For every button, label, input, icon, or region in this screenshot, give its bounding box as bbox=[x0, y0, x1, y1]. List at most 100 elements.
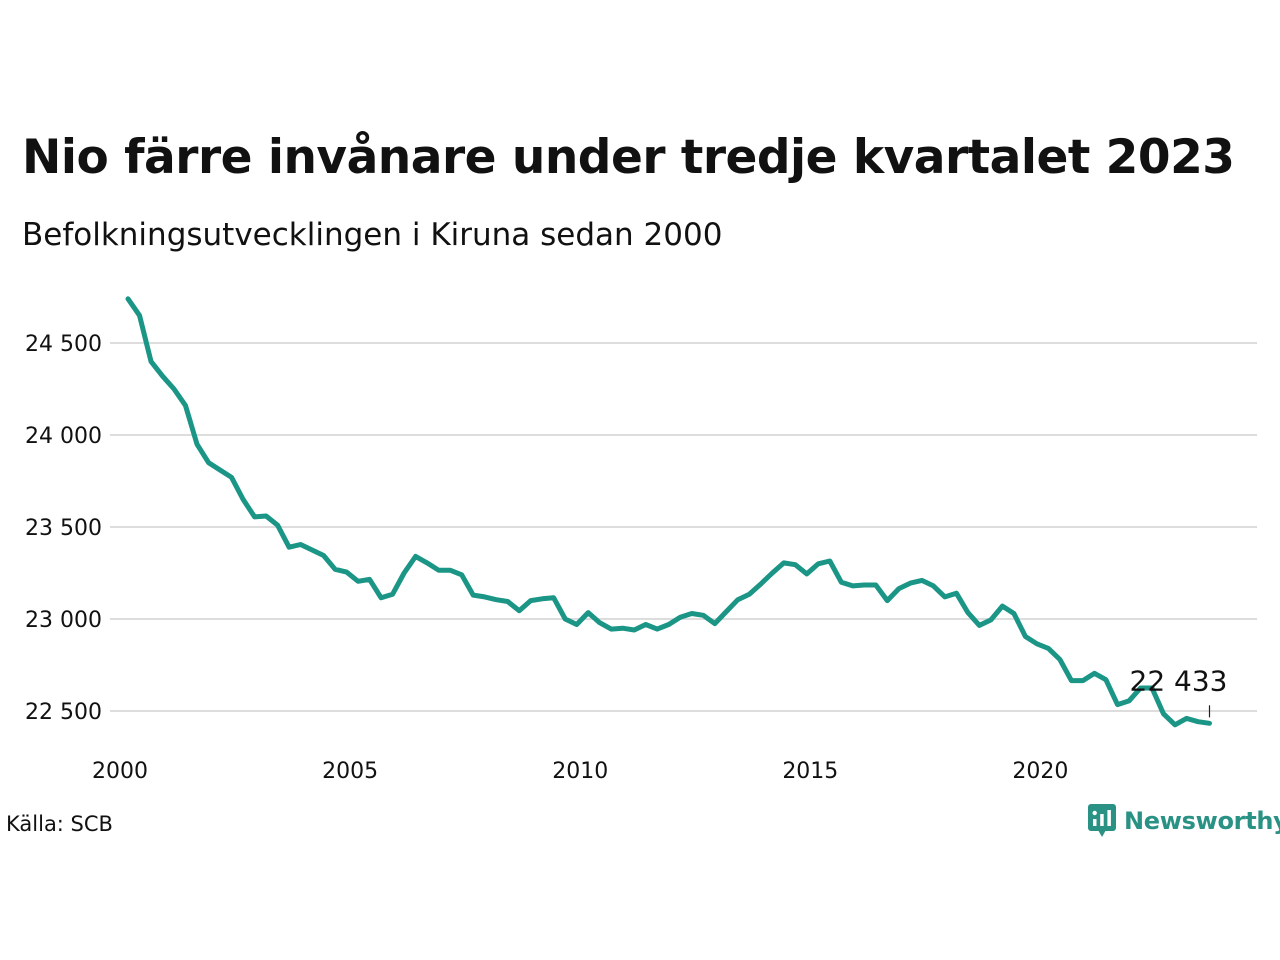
data-point bbox=[541, 597, 544, 600]
data-point bbox=[748, 593, 751, 596]
data-point bbox=[840, 581, 843, 584]
data-point bbox=[759, 583, 762, 586]
data-point bbox=[127, 297, 130, 300]
data-point bbox=[897, 587, 900, 590]
data-point bbox=[564, 618, 567, 621]
annotation: 22 433 bbox=[1130, 664, 1228, 718]
data-point bbox=[966, 611, 969, 614]
data-point bbox=[414, 555, 417, 558]
data-point bbox=[874, 584, 877, 587]
y-axis-ticks: 22 500 23 000 23 500 24 000 24 500 bbox=[25, 332, 102, 725]
data-point bbox=[771, 572, 774, 575]
data-point bbox=[932, 584, 935, 587]
data-point bbox=[725, 610, 728, 613]
source-note: Källa: SCB bbox=[6, 812, 113, 836]
data-point bbox=[150, 360, 153, 363]
series-layer bbox=[125, 296, 1212, 728]
data-point bbox=[575, 623, 578, 626]
data-point bbox=[242, 498, 245, 501]
data-point bbox=[253, 515, 256, 518]
data-point bbox=[138, 314, 141, 317]
data-point bbox=[989, 618, 992, 621]
data-point bbox=[322, 554, 325, 557]
data-point bbox=[334, 568, 337, 571]
data-point bbox=[518, 609, 521, 612]
data-point bbox=[219, 469, 222, 472]
data-points bbox=[127, 297, 1212, 726]
data-point bbox=[1185, 717, 1188, 720]
data-point bbox=[610, 628, 613, 631]
data-point bbox=[805, 572, 808, 575]
data-point bbox=[656, 628, 659, 631]
data-point bbox=[1174, 723, 1177, 726]
data-point bbox=[1104, 678, 1107, 681]
chart-subtitle: Befolkningsutvecklingen i Kiruna sedan 2… bbox=[22, 217, 723, 253]
y-tick-label: 24 000 bbox=[25, 424, 102, 449]
data-point bbox=[736, 598, 739, 601]
data-point bbox=[483, 595, 486, 598]
data-point bbox=[702, 614, 705, 617]
data-point bbox=[1128, 699, 1131, 702]
data-point bbox=[1012, 612, 1015, 615]
data-point bbox=[1035, 642, 1038, 645]
data-point bbox=[207, 461, 210, 464]
data-point bbox=[276, 524, 279, 527]
data-point bbox=[679, 616, 682, 619]
y-tick-label: 23 500 bbox=[25, 516, 102, 541]
x-tick-label: 2000 bbox=[92, 759, 148, 784]
data-point bbox=[437, 569, 440, 572]
data-point bbox=[506, 600, 509, 603]
data-point bbox=[598, 621, 601, 624]
data-point bbox=[311, 549, 314, 552]
data-point bbox=[380, 596, 383, 599]
data-point bbox=[1093, 672, 1096, 675]
data-point bbox=[426, 561, 429, 564]
data-point bbox=[633, 629, 636, 632]
data-point bbox=[587, 611, 590, 614]
x-tick-label: 2020 bbox=[1012, 759, 1068, 784]
data-point bbox=[1058, 658, 1061, 661]
data-point bbox=[403, 572, 406, 575]
data-point bbox=[1162, 712, 1165, 715]
chart-title: Nio färre invånare under tredje kvartale… bbox=[22, 130, 1235, 185]
data-point bbox=[1208, 722, 1211, 725]
data-point bbox=[230, 476, 233, 479]
data-point bbox=[449, 569, 452, 572]
data-point bbox=[782, 561, 785, 564]
newsworthy-logo-icon bbox=[1088, 804, 1116, 837]
data-point bbox=[920, 579, 923, 582]
brand-name: Newsworthy bbox=[1124, 807, 1280, 835]
x-tick-label: 2015 bbox=[782, 759, 838, 784]
data-point bbox=[161, 375, 164, 378]
data-point bbox=[299, 543, 302, 546]
x-tick-label: 2005 bbox=[322, 759, 378, 784]
data-point bbox=[886, 599, 889, 602]
x-tick-label: 2010 bbox=[552, 759, 608, 784]
data-point bbox=[817, 562, 820, 565]
data-point bbox=[1081, 679, 1084, 682]
y-tick-label: 24 500 bbox=[25, 332, 102, 357]
data-point bbox=[368, 578, 371, 581]
data-point bbox=[863, 584, 866, 587]
series-line bbox=[125, 296, 1212, 728]
brand-logo[interactable]: Newsworthy bbox=[1088, 804, 1280, 838]
data-point bbox=[621, 627, 624, 630]
data-point bbox=[690, 612, 693, 615]
data-point bbox=[357, 580, 360, 583]
data-point bbox=[713, 622, 716, 625]
data-point bbox=[196, 443, 199, 446]
data-point bbox=[391, 593, 394, 596]
data-point bbox=[288, 546, 291, 549]
data-point bbox=[644, 623, 647, 626]
data-point bbox=[828, 560, 831, 563]
data-point bbox=[943, 595, 946, 598]
data-point bbox=[173, 388, 176, 391]
data-point bbox=[552, 596, 555, 599]
annotation-label: 22 433 bbox=[1130, 664, 1228, 697]
data-point bbox=[345, 571, 348, 574]
data-point bbox=[1197, 720, 1200, 723]
y-tick-label: 22 500 bbox=[25, 700, 102, 725]
data-point bbox=[1116, 703, 1119, 706]
data-point bbox=[495, 598, 498, 601]
